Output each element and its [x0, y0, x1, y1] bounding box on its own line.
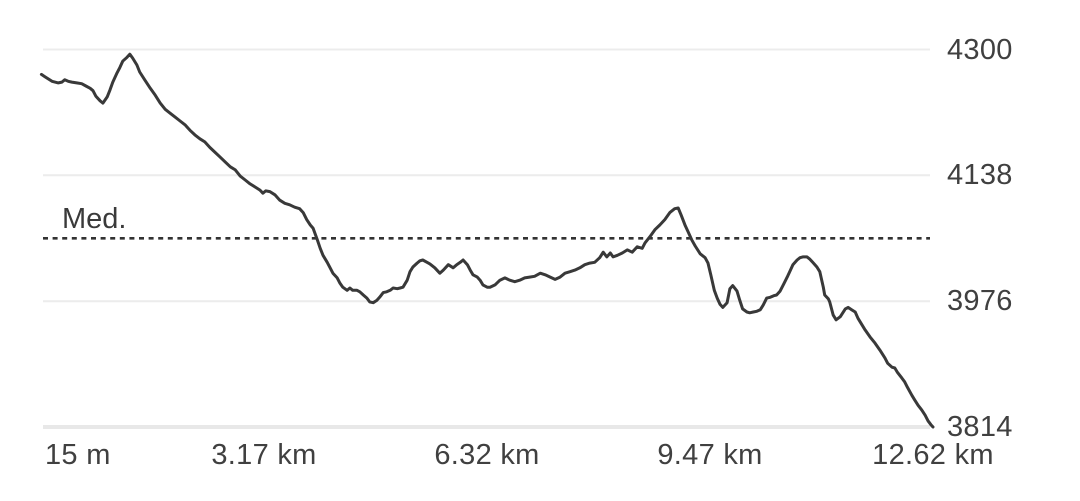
y-tick-label: 3814 — [947, 411, 1013, 443]
x-tick-label: 9.47 km — [657, 439, 763, 471]
x-tick-label: 3.17 km — [211, 439, 317, 471]
x-tick-label: 12.62 km — [872, 439, 994, 471]
x-tick-label: 6.32 km — [434, 439, 540, 471]
y-tick-label: 3976 — [947, 285, 1013, 317]
elevation-line — [39, 52, 935, 429]
x-tick-label: 15 m — [45, 439, 111, 471]
y-tick-label: 4138 — [947, 159, 1013, 191]
median-label: Med. — [62, 203, 127, 235]
y-tick-label: 4300 — [947, 34, 1013, 66]
